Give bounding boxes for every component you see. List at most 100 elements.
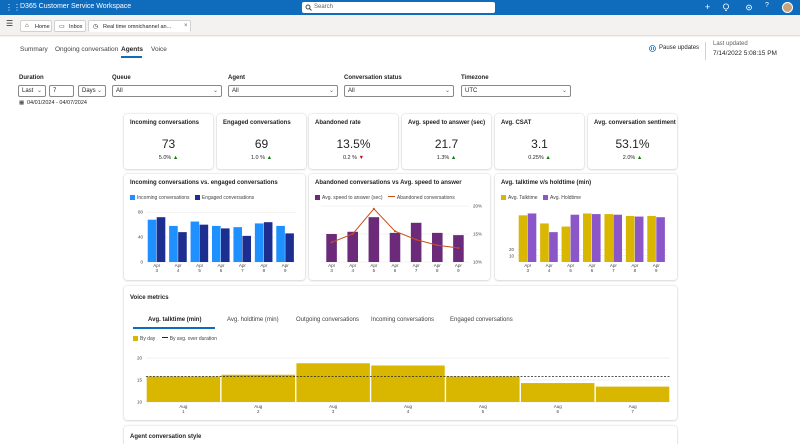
- chart-legend: By day By avg. over duration: [133, 336, 217, 342]
- queue-label: Queue: [112, 75, 131, 81]
- tab-ongoing-conversation[interactable]: Ongoing conversation: [55, 46, 119, 53]
- line-point: [351, 233, 354, 235]
- tab-avg-holdtime[interactable]: Avg. holdtime (min): [227, 317, 279, 323]
- tab-realtime-analytics[interactable]: ◷ Real time omnichannel an... ×: [88, 20, 191, 32]
- kpi-delta: 0.2 %: [342, 155, 358, 161]
- help-icon[interactable]: ?: [765, 2, 769, 9]
- lightbulb-icon[interactable]: [722, 3, 730, 12]
- bar: [592, 214, 601, 262]
- y-tick-label: 0: [140, 260, 143, 265]
- x-tick-label: Apr: [217, 263, 225, 268]
- agent-select[interactable]: All ⌄: [228, 85, 338, 97]
- tab-home[interactable]: ⌂ Home: [20, 20, 52, 32]
- kpi-delta-row: 5.0% ▲: [124, 155, 213, 161]
- last-updated-value: 7/14/2022 5:08:15 PM: [713, 50, 777, 57]
- bar: [583, 213, 592, 262]
- chart-title: Incoming conversations vs. engaged conve…: [130, 180, 278, 186]
- kpi-delta-row: 0.25% ▲: [495, 155, 584, 161]
- tab-inbox[interactable]: ▭ Inbox: [54, 20, 86, 32]
- x-tick-label: 9: [284, 268, 287, 273]
- x-tick-label: 9: [655, 268, 658, 273]
- close-icon[interactable]: ×: [184, 23, 188, 29]
- bar: [634, 216, 644, 262]
- conversation-status-select[interactable]: All ⌄: [344, 85, 454, 97]
- add-icon[interactable]: +: [705, 2, 711, 12]
- bar: [212, 225, 221, 262]
- avatar[interactable]: [782, 2, 793, 13]
- agent-conversation-style-card: Agent conversation style: [124, 426, 677, 444]
- kpi-card-incoming: Incoming conversations 73 5.0% ▲: [124, 114, 213, 169]
- chart-card-abandoned-speed: Abandoned conversations vs Avg. speed to…: [309, 174, 490, 280]
- kpi-value: 53.1%: [615, 137, 650, 151]
- bar: [613, 214, 623, 262]
- x-tick-label: 5: [198, 268, 201, 273]
- kpi-delta: 0.25%: [528, 155, 544, 161]
- kpi-delta-row: 0.2 % ▼: [309, 155, 398, 161]
- tab-agents[interactable]: Agents: [121, 46, 144, 53]
- kpi-delta: 2.0%: [622, 155, 636, 161]
- bar: [604, 214, 614, 262]
- bar: [326, 234, 337, 262]
- tab-engaged-conversations[interactable]: Engaged conversations: [450, 317, 513, 323]
- y2-tick-label: 15%: [473, 232, 482, 237]
- bar: [242, 235, 252, 262]
- search-placeholder: Search: [314, 4, 334, 10]
- app-title: D365 Customer Service Workspace: [20, 3, 132, 10]
- legend-label: Avg. speed to answer (sec): [322, 195, 383, 201]
- kpi-value: 13.5%: [336, 137, 371, 151]
- search-box[interactable]: Search: [302, 2, 495, 13]
- x-tick-label: Apr: [196, 263, 204, 268]
- queue-select[interactable]: All ⌄: [112, 85, 222, 97]
- bar: [410, 222, 422, 262]
- x-tick-label: 5: [482, 409, 485, 414]
- chart-legend: Incoming conversations Engaged conversat…: [130, 195, 254, 201]
- y2-tick-label: 20%: [473, 204, 482, 209]
- tab-incoming-conversations[interactable]: Incoming conversations: [371, 317, 435, 323]
- bar: [276, 225, 285, 262]
- x-tick-label: Aug: [629, 404, 638, 409]
- chart-legend: Avg. speed to answer (sec) Abandoned con…: [315, 195, 455, 201]
- x-tick-label: Aug: [329, 404, 338, 409]
- legend-label: By day: [140, 336, 156, 342]
- y2-tick-label: 10%: [473, 260, 482, 265]
- app-launcher-icon[interactable]: ⋮⋮: [5, 3, 21, 12]
- x-tick-label: Aug: [554, 404, 563, 409]
- agent-label: Agent: [228, 75, 245, 81]
- bar: [178, 232, 187, 262]
- bar: [254, 223, 264, 262]
- duration-count-input[interactable]: 7: [49, 85, 74, 97]
- kpi-title: Incoming conversations: [130, 120, 200, 126]
- calendar-icon: ▦: [19, 100, 25, 106]
- timezone-select[interactable]: UTC ⌄: [461, 85, 571, 97]
- tab-avg-talktime[interactable]: Avg. talktime (min): [148, 317, 202, 323]
- hamburger-menu-icon[interactable]: ☰: [6, 19, 14, 28]
- gear-icon[interactable]: [745, 3, 753, 12]
- x-tick-label: 4: [351, 268, 354, 273]
- kpi-title: Avg. CSAT: [501, 120, 532, 126]
- kpi-card-sentiment: Avg. conversation sentiment 53.1% 2.0% ▲: [588, 114, 677, 169]
- queue-value: All: [116, 88, 123, 94]
- tab-outgoing-conversations[interactable]: Outgoing conversations: [296, 317, 360, 323]
- chevron-down-icon: ⌄: [444, 88, 450, 94]
- trend-up-icon: ▲: [266, 155, 273, 161]
- session-tabs-bar: ☰: [0, 15, 800, 36]
- pause-updates-label: Pause updates: [659, 45, 700, 51]
- dashboard-icon: ◷: [93, 24, 99, 30]
- bar: [221, 228, 230, 262]
- duration-mode-select[interactable]: Last ⌄: [18, 85, 46, 97]
- x-tick-label: Apr: [282, 263, 290, 268]
- x-tick-label: Apr: [413, 263, 421, 268]
- tab-summary[interactable]: Summary: [20, 46, 48, 53]
- legend-swatch: [315, 195, 320, 200]
- kpi-delta: 1.0 %: [250, 155, 266, 161]
- bar: [549, 232, 558, 262]
- duration-unit-select[interactable]: Days ⌄: [78, 85, 106, 97]
- legend-label: Incoming conversations: [137, 195, 190, 201]
- x-tick-label: 3: [332, 409, 335, 414]
- chart-legend: Avg. Talktime Avg. Holdtime: [501, 195, 581, 201]
- tab-voice[interactable]: Voice: [151, 46, 167, 53]
- tab-realtime-label: Real time omnichannel an...: [103, 24, 172, 30]
- x-tick-label: Aug: [479, 404, 488, 409]
- duration-count-value: 7: [53, 88, 57, 94]
